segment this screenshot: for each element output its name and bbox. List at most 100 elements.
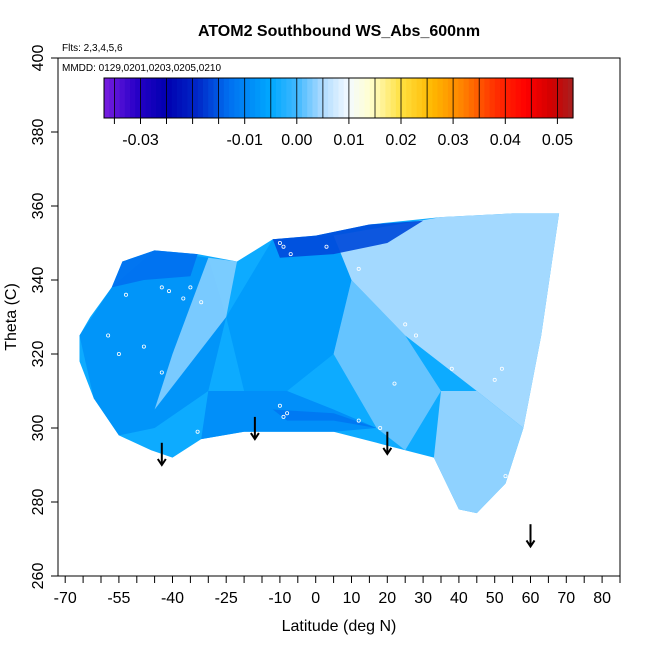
field-region-1 (226, 235, 352, 391)
x-tick-label: -70 (54, 590, 77, 607)
colorbar-cell-45 (338, 78, 345, 118)
y-axis: 260 280 300 320 340 360 380 400 (30, 45, 58, 590)
field-region-0 (79, 250, 227, 436)
colorbar-cell-35 (286, 78, 293, 118)
colorbar-cell-52 (374, 78, 381, 118)
sample-point-0 (116, 259, 121, 264)
colorbar-cell-86 (552, 78, 558, 118)
colorbar-cell-67 (453, 78, 459, 118)
colorbar-cell-10 (156, 78, 162, 118)
colorbar-cell-85 (546, 78, 553, 118)
colorbar-cell-87 (557, 78, 564, 118)
sample-point-20 (499, 366, 504, 371)
colorbar-tick-label: -0.03 (122, 132, 159, 149)
colorbar-frame (103, 77, 574, 119)
field-region-8 (272, 220, 424, 258)
sample-point-12 (281, 244, 286, 249)
sample-point-23 (277, 403, 282, 408)
colorbar-cell-20 (208, 78, 215, 118)
field-region-5 (333, 213, 560, 428)
colorbar-cell-22 (218, 78, 225, 118)
colorbar-cell-47 (348, 78, 355, 118)
sample-point-22 (503, 474, 508, 479)
colorbar-cell-65 (442, 78, 449, 118)
colorbar-cell-66 (447, 78, 454, 118)
sample-point-16 (403, 322, 408, 327)
sample-point-14 (324, 244, 329, 249)
y-tick-label: 400 (30, 45, 47, 72)
y-tick-label: 280 (30, 489, 47, 516)
colorbar-cell-63 (432, 78, 439, 118)
colorbar-tick-label: 0.03 (438, 132, 469, 149)
colorbar-cell-59 (411, 78, 418, 118)
colorbar-cell-25 (234, 78, 241, 118)
sample-point-6 (124, 292, 129, 297)
colorbar-cell-69 (463, 78, 470, 118)
x-tick-label: 70 (557, 590, 575, 607)
flight-arrow-head-2 (382, 447, 393, 456)
colorbar-cell-54 (385, 78, 392, 118)
y-tick-label: 340 (30, 267, 47, 294)
colorbar-cell-33 (275, 78, 282, 118)
field-region-3 (154, 257, 237, 410)
field-region-4 (333, 280, 441, 451)
y-tick-label: 380 (30, 119, 47, 146)
flight-arrow-0 (156, 442, 167, 467)
colorbar-cell-71 (473, 78, 480, 118)
colorbar-cell-84 (541, 78, 548, 118)
colorbar-cell-4 (124, 78, 131, 118)
colorbar-cell-18 (197, 78, 204, 118)
colorbar-cell-78 (510, 78, 517, 118)
colorbar: -0.03 -0.01 0.00 0.01 0.02 0.03 0.04 0.05 (103, 77, 574, 149)
colorbar-cell-8 (145, 78, 152, 118)
field-region-7 (111, 250, 198, 288)
y-tick-label: 260 (30, 563, 47, 590)
x-axis-label: Latitude (deg N) (282, 618, 397, 635)
y-tick-label: 300 (30, 415, 47, 442)
x-tick-label: -40 (161, 590, 184, 607)
flight-arrow-head-3 (525, 539, 536, 549)
sample-point-11 (277, 240, 282, 245)
colorbar-cell-24 (229, 78, 235, 118)
colorbar-cell-60 (416, 78, 423, 118)
colorbar-cell-31 (265, 78, 272, 118)
colorbar-cell-16 (187, 78, 194, 118)
x-tick-label: 60 (522, 590, 540, 607)
colorbar-tick-label: 0.05 (542, 132, 573, 149)
sample-point-9 (141, 344, 146, 349)
colorbar-cell-19 (203, 78, 209, 118)
colorbar-cell-58 (406, 78, 413, 118)
colorbar-cell-82 (531, 78, 538, 118)
colorbar-cell-39 (307, 78, 314, 118)
sample-point-3 (181, 296, 186, 301)
field-region-6 (433, 391, 524, 514)
colorbar-cell-1 (109, 78, 116, 118)
colorbar-cell-28 (249, 78, 256, 118)
sample-point-18 (392, 381, 397, 386)
colorbar-tick-label: 0.00 (281, 132, 312, 149)
plot-frame (57, 57, 621, 577)
sample-point-24 (285, 411, 290, 416)
colorbar-cell-32 (270, 78, 277, 118)
colorbar-cell-37 (296, 78, 303, 118)
sample-point-8 (116, 351, 121, 356)
colorbar-cell-68 (458, 78, 465, 118)
colorbar-cell-57 (401, 78, 407, 118)
y-axis-label: Theta (C) (3, 283, 20, 351)
sample-point-5 (199, 300, 204, 305)
x-tick-label: 10 (343, 590, 361, 607)
colorbar-cell-70 (468, 78, 475, 118)
x-tick-label: -25 (215, 590, 238, 607)
field-region-9 (272, 409, 377, 428)
colorbar-cell-7 (140, 78, 147, 118)
x-tick-label: -55 (107, 590, 130, 607)
colorbar-cell-79 (515, 78, 522, 118)
colorbar-cell-15 (182, 78, 188, 118)
colorbar-cell-77 (505, 78, 512, 118)
colorbar-cell-9 (150, 78, 157, 118)
colorbar-cell-0 (104, 78, 110, 118)
sample-point-26 (356, 418, 361, 423)
colorbar-tick-label: 0.02 (385, 132, 416, 149)
sample-point-15 (356, 266, 361, 271)
